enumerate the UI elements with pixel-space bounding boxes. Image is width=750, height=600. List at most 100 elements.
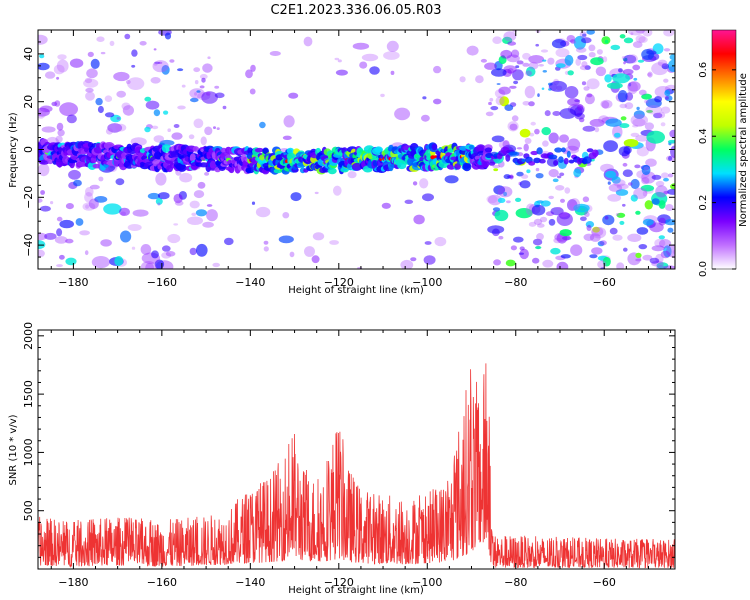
noise-blob — [333, 185, 342, 196]
noise-blob — [515, 208, 533, 219]
y-tick-label: 20 — [22, 95, 35, 109]
noise-blob — [664, 96, 669, 100]
noise-blob — [635, 35, 646, 43]
noise-blob — [632, 124, 639, 128]
band-blob — [484, 147, 493, 153]
band-blob — [568, 159, 575, 164]
noise-blob — [251, 201, 256, 205]
noise-blob — [522, 62, 530, 67]
noise-blob — [41, 126, 56, 133]
noise-blob — [583, 233, 595, 241]
noise-blob — [552, 111, 561, 116]
colorbar-tick-label: 0.0 — [698, 261, 709, 277]
colorbar-gradient — [711, 29, 737, 270]
noise-blob — [599, 240, 607, 246]
noise-blob — [560, 254, 571, 259]
noise-blob — [263, 246, 269, 252]
noise-blob — [144, 126, 151, 133]
noise-blob — [171, 132, 183, 140]
noise-blob — [528, 61, 539, 70]
noise-blob — [588, 44, 596, 52]
band-blob — [528, 161, 536, 166]
noise-blob — [86, 68, 98, 79]
band-blob — [454, 163, 461, 170]
noise-blob — [69, 58, 84, 68]
noise-blob — [95, 97, 103, 106]
band-blob — [209, 160, 217, 169]
noise-blob — [551, 39, 567, 49]
noise-blob — [38, 163, 50, 177]
noise-blob — [663, 78, 669, 83]
noise-blob — [642, 254, 653, 261]
noise-blob — [627, 81, 641, 92]
noise-blob — [492, 36, 502, 44]
noise-blob — [630, 194, 638, 202]
noise-blob — [645, 158, 657, 167]
noise-blob — [412, 181, 418, 186]
noise-blob — [282, 212, 290, 219]
noise-blob — [197, 181, 206, 189]
noise-blob — [177, 68, 184, 72]
noise-blob — [163, 110, 169, 115]
noise-blob — [591, 247, 603, 255]
noise-blob — [153, 48, 157, 51]
noise-blob — [507, 68, 514, 75]
noise-blob — [113, 71, 130, 82]
noise-blob — [85, 187, 94, 197]
noise-blob — [532, 257, 540, 264]
x-tick-label: −80 — [504, 276, 527, 289]
noise-blob — [623, 37, 634, 44]
noise-blob — [139, 41, 147, 46]
noise-blob — [100, 51, 106, 55]
noise-blob — [635, 258, 642, 262]
noise-blob — [539, 216, 548, 223]
noise-blob — [642, 218, 654, 226]
noise-blob — [88, 198, 99, 210]
noise-blob — [616, 212, 626, 218]
noise-blob — [84, 192, 94, 203]
y-tick-label: −40 — [22, 233, 35, 256]
noise-blob — [555, 185, 565, 191]
noise-blob — [536, 233, 544, 241]
spectrogram-marks — [38, 30, 675, 269]
noise-blob — [502, 140, 510, 149]
band-blob — [561, 147, 566, 153]
band-blob — [508, 151, 518, 156]
noise-blob — [87, 51, 94, 58]
noise-blob — [589, 254, 598, 259]
noise-blob — [39, 205, 51, 212]
noise-blob — [607, 181, 611, 185]
noise-blob — [153, 135, 165, 143]
noise-blob — [204, 126, 213, 136]
noise-blob — [541, 127, 551, 136]
noise-blob — [622, 203, 626, 207]
noise-blob — [513, 236, 524, 243]
noise-blob — [540, 49, 549, 53]
noise-blob — [548, 218, 556, 226]
noise-blob — [569, 198, 581, 211]
noise-blob — [222, 105, 227, 110]
noise-blob — [665, 204, 674, 211]
noise-blob — [573, 203, 590, 213]
noise-blob — [586, 224, 592, 231]
noise-blob — [196, 243, 208, 257]
noise-blob — [592, 226, 600, 233]
noise-blob — [602, 56, 608, 63]
noise-blob — [386, 40, 399, 53]
noise-blob — [79, 230, 90, 236]
noise-blob — [667, 227, 674, 233]
noise-blob — [335, 69, 348, 76]
band-blob — [477, 145, 484, 152]
noise-blob — [567, 138, 581, 151]
noise-blob — [654, 238, 666, 248]
noise-blob — [85, 87, 94, 93]
noise-blob — [202, 221, 214, 228]
noise-blob — [433, 98, 442, 105]
noise-blob — [657, 111, 666, 119]
noise-blob — [547, 57, 555, 65]
noise-blob — [664, 219, 675, 226]
noise-blob — [38, 249, 45, 258]
noise-blob — [600, 163, 614, 173]
noise-blob — [646, 130, 665, 144]
noise-blob — [649, 257, 660, 264]
